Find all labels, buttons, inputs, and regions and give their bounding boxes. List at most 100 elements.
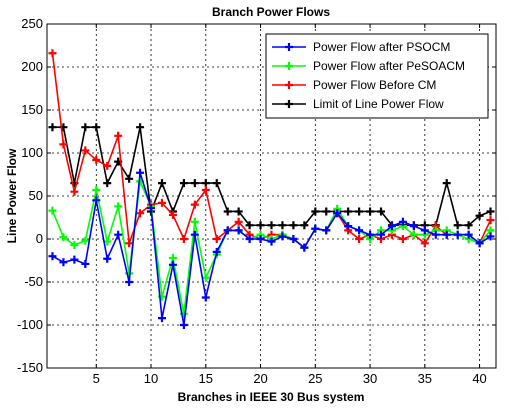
data-point: [366, 207, 375, 216]
data-point: [234, 226, 243, 235]
data-point: [179, 321, 188, 329]
data-point: [245, 221, 254, 230]
data-point: [48, 206, 57, 215]
y-tick-label: -100: [17, 317, 43, 332]
data-point: [92, 196, 101, 205]
data-point: [190, 217, 199, 226]
data-point: [157, 314, 166, 323]
data-point: [398, 217, 407, 226]
x-tick-label: 40: [472, 371, 486, 386]
data-point: [114, 230, 123, 239]
data-point: [92, 123, 101, 132]
data-point: [398, 235, 407, 243]
data-point: [81, 236, 90, 245]
y-tick-label: 200: [21, 59, 43, 74]
x-axis-label: Branches in IEEE 30 Bus system: [178, 390, 365, 404]
data-point: [442, 230, 451, 239]
data-point: [168, 260, 177, 269]
data-point: [147, 204, 156, 213]
data-point: [366, 230, 375, 239]
x-tick-label: 25: [308, 371, 322, 386]
data-point: [311, 207, 320, 216]
y-tick-label: -50: [24, 274, 43, 289]
data-point: [245, 235, 254, 243]
data-point: [486, 216, 495, 225]
data-point: [81, 146, 90, 155]
data-point: [322, 226, 331, 235]
data-point: [212, 235, 221, 243]
legend-label: Limit of Line Power Flow: [313, 97, 444, 111]
grid: [47, 24, 496, 368]
data-point: [453, 221, 462, 230]
data-point: [289, 221, 298, 230]
y-axis-label: Line Power Flow: [5, 148, 19, 243]
series-layer: [48, 49, 495, 329]
data-point: [48, 123, 57, 132]
data-point: [344, 207, 353, 216]
x-tick-label: 10: [144, 371, 158, 386]
data-point: [70, 241, 79, 250]
x-tick-label: 30: [363, 371, 377, 386]
data-point: [289, 235, 298, 243]
data-point: [212, 247, 221, 256]
data-point: [223, 226, 232, 235]
data-point: [190, 200, 199, 209]
data-point: [125, 174, 134, 183]
y-tick-label: 100: [21, 145, 43, 160]
data-point: [157, 198, 166, 207]
data-point: [442, 179, 451, 188]
x-tick-label: 20: [253, 371, 267, 386]
data-point: [267, 237, 276, 246]
data-point: [168, 253, 177, 262]
data-point: [190, 179, 199, 188]
data-point: [125, 239, 134, 248]
legend-label: Power Flow after PSOCM: [313, 40, 450, 54]
data-point: [179, 235, 188, 243]
x-tick-label: 15: [199, 371, 213, 386]
data-point: [48, 49, 57, 58]
data-point: [190, 230, 199, 239]
data-point: [355, 235, 364, 243]
data-point: [92, 155, 101, 164]
legend-marker: [285, 100, 293, 108]
data-point: [387, 222, 396, 231]
data-point: [377, 207, 386, 216]
data-point: [409, 230, 418, 239]
legend-marker: [285, 62, 293, 70]
data-point: [256, 221, 265, 230]
data-point: [256, 235, 265, 243]
legend-item: Power Flow after PeSOACM: [272, 59, 465, 73]
data-point: [212, 179, 221, 188]
data-point: [201, 185, 210, 194]
data-point: [201, 179, 210, 188]
x-tick-label: 35: [418, 371, 432, 386]
data-point: [355, 226, 364, 235]
legend-label: Power Flow after PeSOACM: [313, 59, 465, 73]
y-tick-label: -150: [17, 360, 43, 375]
data-point: [486, 232, 495, 241]
x-tick-label: 5: [93, 371, 100, 386]
data-point: [223, 207, 232, 216]
series-1: [48, 168, 495, 329]
data-point: [179, 179, 188, 188]
data-point: [377, 230, 386, 239]
data-point: [201, 293, 210, 302]
ticks: 5 10 15 20 25 30 35 40 -150 -100 -50 0 50 100 150 200 25…: [17, 16, 496, 386]
data-point: [59, 140, 68, 149]
data-point: [136, 168, 145, 177]
data-point: [136, 209, 145, 218]
legend: Power Flow after PSOCM Power Flow after P…: [265, 33, 489, 119]
data-point: [157, 179, 166, 188]
data-point: [486, 207, 495, 216]
data-point: [453, 230, 462, 239]
data-point: [300, 221, 309, 230]
data-point: [475, 239, 484, 248]
data-point: [81, 123, 90, 132]
data-point: [103, 254, 112, 263]
y-tick-label: 150: [21, 102, 43, 117]
data-point: [278, 221, 287, 230]
data-point: [103, 161, 112, 170]
data-point: [420, 239, 429, 248]
legend-item: Limit of Line Power Flow: [272, 97, 444, 111]
